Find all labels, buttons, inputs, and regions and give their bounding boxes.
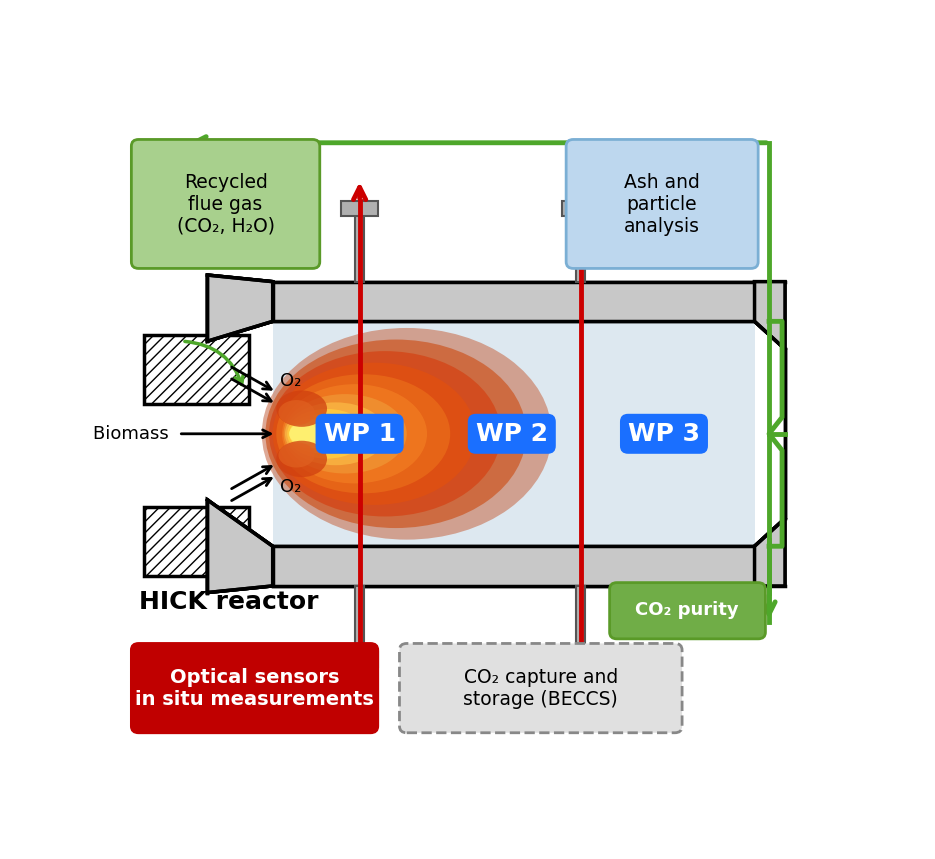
Polygon shape — [208, 275, 273, 341]
Ellipse shape — [289, 415, 347, 453]
Polygon shape — [208, 275, 273, 341]
Ellipse shape — [262, 328, 552, 539]
FancyBboxPatch shape — [144, 507, 250, 576]
Polygon shape — [755, 282, 785, 349]
Ellipse shape — [277, 441, 327, 477]
Text: Biomass: Biomass — [94, 425, 175, 442]
FancyBboxPatch shape — [340, 201, 379, 216]
Text: CO₂ capture and
storage (BECCS): CO₂ capture and storage (BECCS) — [464, 668, 618, 709]
FancyBboxPatch shape — [273, 546, 755, 586]
Polygon shape — [208, 500, 273, 593]
Text: O₂: O₂ — [280, 372, 301, 390]
Polygon shape — [755, 519, 785, 586]
FancyBboxPatch shape — [576, 205, 585, 282]
FancyBboxPatch shape — [131, 139, 320, 268]
Ellipse shape — [283, 394, 407, 473]
Ellipse shape — [282, 384, 427, 484]
Text: WP 2: WP 2 — [476, 422, 548, 446]
Text: Optical sensors
in situ measurements: Optical sensors in situ measurements — [136, 668, 374, 709]
FancyBboxPatch shape — [144, 335, 250, 404]
Ellipse shape — [279, 400, 315, 425]
FancyBboxPatch shape — [273, 546, 755, 586]
Text: WP 1: WP 1 — [324, 422, 396, 446]
FancyBboxPatch shape — [355, 586, 365, 662]
Ellipse shape — [289, 423, 318, 444]
FancyBboxPatch shape — [355, 205, 365, 282]
Ellipse shape — [279, 442, 315, 467]
FancyBboxPatch shape — [273, 282, 755, 321]
Text: WP 3: WP 3 — [628, 422, 700, 446]
FancyBboxPatch shape — [566, 139, 758, 268]
FancyBboxPatch shape — [610, 582, 766, 639]
Text: HICK reactor: HICK reactor — [138, 590, 318, 614]
FancyBboxPatch shape — [131, 643, 378, 733]
Text: CO₂ purity: CO₂ purity — [636, 601, 739, 619]
Ellipse shape — [287, 409, 367, 459]
FancyBboxPatch shape — [576, 586, 585, 662]
Ellipse shape — [273, 362, 476, 505]
FancyBboxPatch shape — [562, 201, 599, 216]
Ellipse shape — [277, 391, 327, 427]
Text: Recycled
flue gas
(CO₂, H₂O): Recycled flue gas (CO₂, H₂O) — [177, 173, 275, 235]
FancyBboxPatch shape — [340, 652, 379, 667]
Ellipse shape — [269, 351, 501, 516]
Polygon shape — [755, 282, 785, 349]
Ellipse shape — [285, 402, 386, 466]
FancyBboxPatch shape — [399, 643, 683, 733]
FancyBboxPatch shape — [562, 652, 599, 667]
Text: Ash and
particle
analysis: Ash and particle analysis — [624, 173, 699, 235]
Polygon shape — [755, 519, 785, 586]
FancyBboxPatch shape — [273, 321, 755, 546]
Ellipse shape — [289, 419, 333, 448]
FancyBboxPatch shape — [273, 282, 755, 321]
Ellipse shape — [277, 375, 451, 493]
Text: O₂: O₂ — [280, 478, 301, 496]
Ellipse shape — [266, 339, 526, 528]
Polygon shape — [208, 500, 273, 593]
